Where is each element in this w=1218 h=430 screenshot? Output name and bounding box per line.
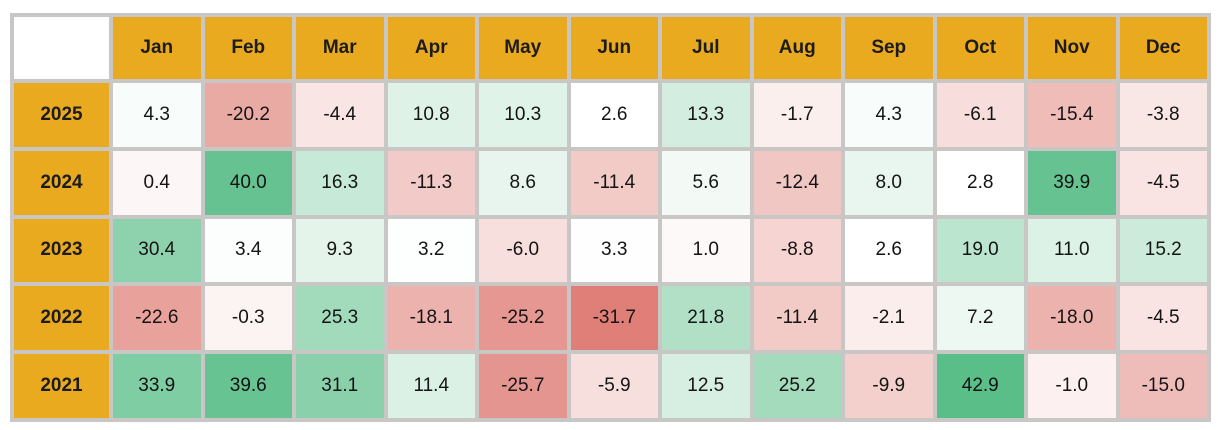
value-cell-2023-may: -6.0 <box>479 218 567 283</box>
value-cell-2023-aug: -8.8 <box>753 218 841 283</box>
value-cell-2024-jul: 5.6 <box>662 150 750 215</box>
value-cell-2021-nov: -1.0 <box>1028 354 1116 418</box>
month-header-mar: Mar <box>296 17 384 79</box>
value-cell-2022-mar: 25.3 <box>296 286 384 351</box>
corner-cell <box>14 17 109 79</box>
value-cell-2021-feb: 39.6 <box>204 354 292 418</box>
value-cell-2021-may: -25.7 <box>479 354 567 418</box>
table-row-2024: 2024 0.4 40.0 16.3 -11.3 8.6 -11.4 5.6 -12.4 8.0 2… <box>14 150 1207 215</box>
table-header: Jan Feb Mar Apr May Jun Jul Aug Sep Oct Nov Dec <box>14 17 1207 79</box>
value-cell-2024-aug: -12.4 <box>753 150 841 215</box>
value-cell-2022-apr: -18.1 <box>387 286 475 351</box>
month-header-jan: Jan <box>113 17 201 79</box>
value-cell-2024-feb: 40.0 <box>204 150 292 215</box>
value-cell-2022-nov: -18.0 <box>1028 286 1116 351</box>
value-cell-2024-jan: 0.4 <box>113 150 201 215</box>
month-header-aug: Aug <box>753 17 841 79</box>
value-cell-2024-dec: -4.5 <box>1119 150 1207 215</box>
value-cell-2023-dec: 15.2 <box>1119 218 1207 283</box>
header-row: Jan Feb Mar Apr May Jun Jul Aug Sep Oct Nov Dec <box>14 17 1207 79</box>
value-cell-2021-oct: 42.9 <box>936 354 1024 418</box>
value-cell-2021-apr: 11.4 <box>387 354 475 418</box>
month-header-feb: Feb <box>204 17 292 79</box>
value-cell-2024-mar: 16.3 <box>296 150 384 215</box>
value-cell-2023-oct: 19.0 <box>936 218 1024 283</box>
value-cell-2022-may: -25.2 <box>479 286 567 351</box>
value-cell-2025-apr: 10.8 <box>387 83 475 147</box>
table-row-2022: 2022 -22.6 -0.3 25.3 -18.1 -25.2 -31.7 21.8 -11.… <box>14 286 1207 351</box>
value-cell-2023-apr: 3.2 <box>387 218 475 283</box>
year-cell-2024: 2024 <box>14 150 109 215</box>
month-header-apr: Apr <box>387 17 475 79</box>
value-cell-2023-sep: 2.6 <box>845 218 933 283</box>
month-header-jun: Jun <box>570 17 658 79</box>
value-cell-2024-apr: -11.3 <box>387 150 475 215</box>
year-cell-2022: 2022 <box>14 286 109 351</box>
value-cell-2024-oct: 2.8 <box>936 150 1024 215</box>
value-cell-2023-jun: 3.3 <box>570 218 658 283</box>
value-cell-2024-jun: -11.4 <box>570 150 658 215</box>
value-cell-2021-aug: 25.2 <box>753 354 841 418</box>
value-cell-2022-feb: -0.3 <box>204 286 292 351</box>
value-cell-2025-oct: -6.1 <box>936 83 1024 147</box>
value-cell-2025-feb: -20.2 <box>204 83 292 147</box>
value-cell-2025-may: 10.3 <box>479 83 567 147</box>
value-cell-2025-dec: -3.8 <box>1119 83 1207 147</box>
monthly-heatmap-frame: Jan Feb Mar Apr May Jun Jul Aug Sep Oct Nov Dec 202… <box>10 13 1211 422</box>
value-cell-2021-jun: -5.9 <box>570 354 658 418</box>
value-cell-2023-mar: 9.3 <box>296 218 384 283</box>
value-cell-2025-nov: -15.4 <box>1028 83 1116 147</box>
value-cell-2025-sep: 4.3 <box>845 83 933 147</box>
value-cell-2023-jul: 1.0 <box>662 218 750 283</box>
value-cell-2021-mar: 31.1 <box>296 354 384 418</box>
value-cell-2022-oct: 7.2 <box>936 286 1024 351</box>
month-header-nov: Nov <box>1028 17 1116 79</box>
monthly-returns-table: Jan Feb Mar Apr May Jun Jul Aug Sep Oct Nov Dec 202… <box>10 13 1211 422</box>
value-cell-2021-sep: -9.9 <box>845 354 933 418</box>
value-cell-2022-sep: -2.1 <box>845 286 933 351</box>
value-cell-2025-jul: 13.3 <box>662 83 750 147</box>
table-body: 2025 4.3 -20.2 -4.4 10.8 10.3 2.6 13.3 -1.7 4.3 -6… <box>14 83 1207 418</box>
value-cell-2023-jan: 30.4 <box>113 218 201 283</box>
value-cell-2025-mar: -4.4 <box>296 83 384 147</box>
month-header-dec: Dec <box>1119 17 1207 79</box>
value-cell-2021-dec: -15.0 <box>1119 354 1207 418</box>
table-row-2023: 2023 30.4 3.4 9.3 3.2 -6.0 3.3 1.0 -8.8 2.6 19.0 11… <box>14 218 1207 283</box>
value-cell-2024-nov: 39.9 <box>1028 150 1116 215</box>
month-header-may: May <box>479 17 567 79</box>
value-cell-2023-nov: 11.0 <box>1028 218 1116 283</box>
value-cell-2025-jun: 2.6 <box>570 83 658 147</box>
value-cell-2022-jul: 21.8 <box>662 286 750 351</box>
value-cell-2025-aug: -1.7 <box>753 83 841 147</box>
value-cell-2024-sep: 8.0 <box>845 150 933 215</box>
value-cell-2021-jul: 12.5 <box>662 354 750 418</box>
value-cell-2024-may: 8.6 <box>479 150 567 215</box>
year-cell-2023: 2023 <box>14 218 109 283</box>
year-cell-2025: 2025 <box>14 83 109 147</box>
month-header-sep: Sep <box>845 17 933 79</box>
month-header-oct: Oct <box>936 17 1024 79</box>
table-row-2025: 2025 4.3 -20.2 -4.4 10.8 10.3 2.6 13.3 -1.7 4.3 -6… <box>14 83 1207 147</box>
month-header-jul: Jul <box>662 17 750 79</box>
value-cell-2021-jan: 33.9 <box>113 354 201 418</box>
year-cell-2021: 2021 <box>14 354 109 418</box>
value-cell-2022-jun: -31.7 <box>570 286 658 351</box>
value-cell-2022-dec: -4.5 <box>1119 286 1207 351</box>
table-row-2021: 2021 33.9 39.6 31.1 11.4 -25.7 -5.9 12.5 25.2 -9.… <box>14 354 1207 418</box>
value-cell-2022-jan: -22.6 <box>113 286 201 351</box>
value-cell-2022-aug: -11.4 <box>753 286 841 351</box>
value-cell-2025-jan: 4.3 <box>113 83 201 147</box>
value-cell-2023-feb: 3.4 <box>204 218 292 283</box>
